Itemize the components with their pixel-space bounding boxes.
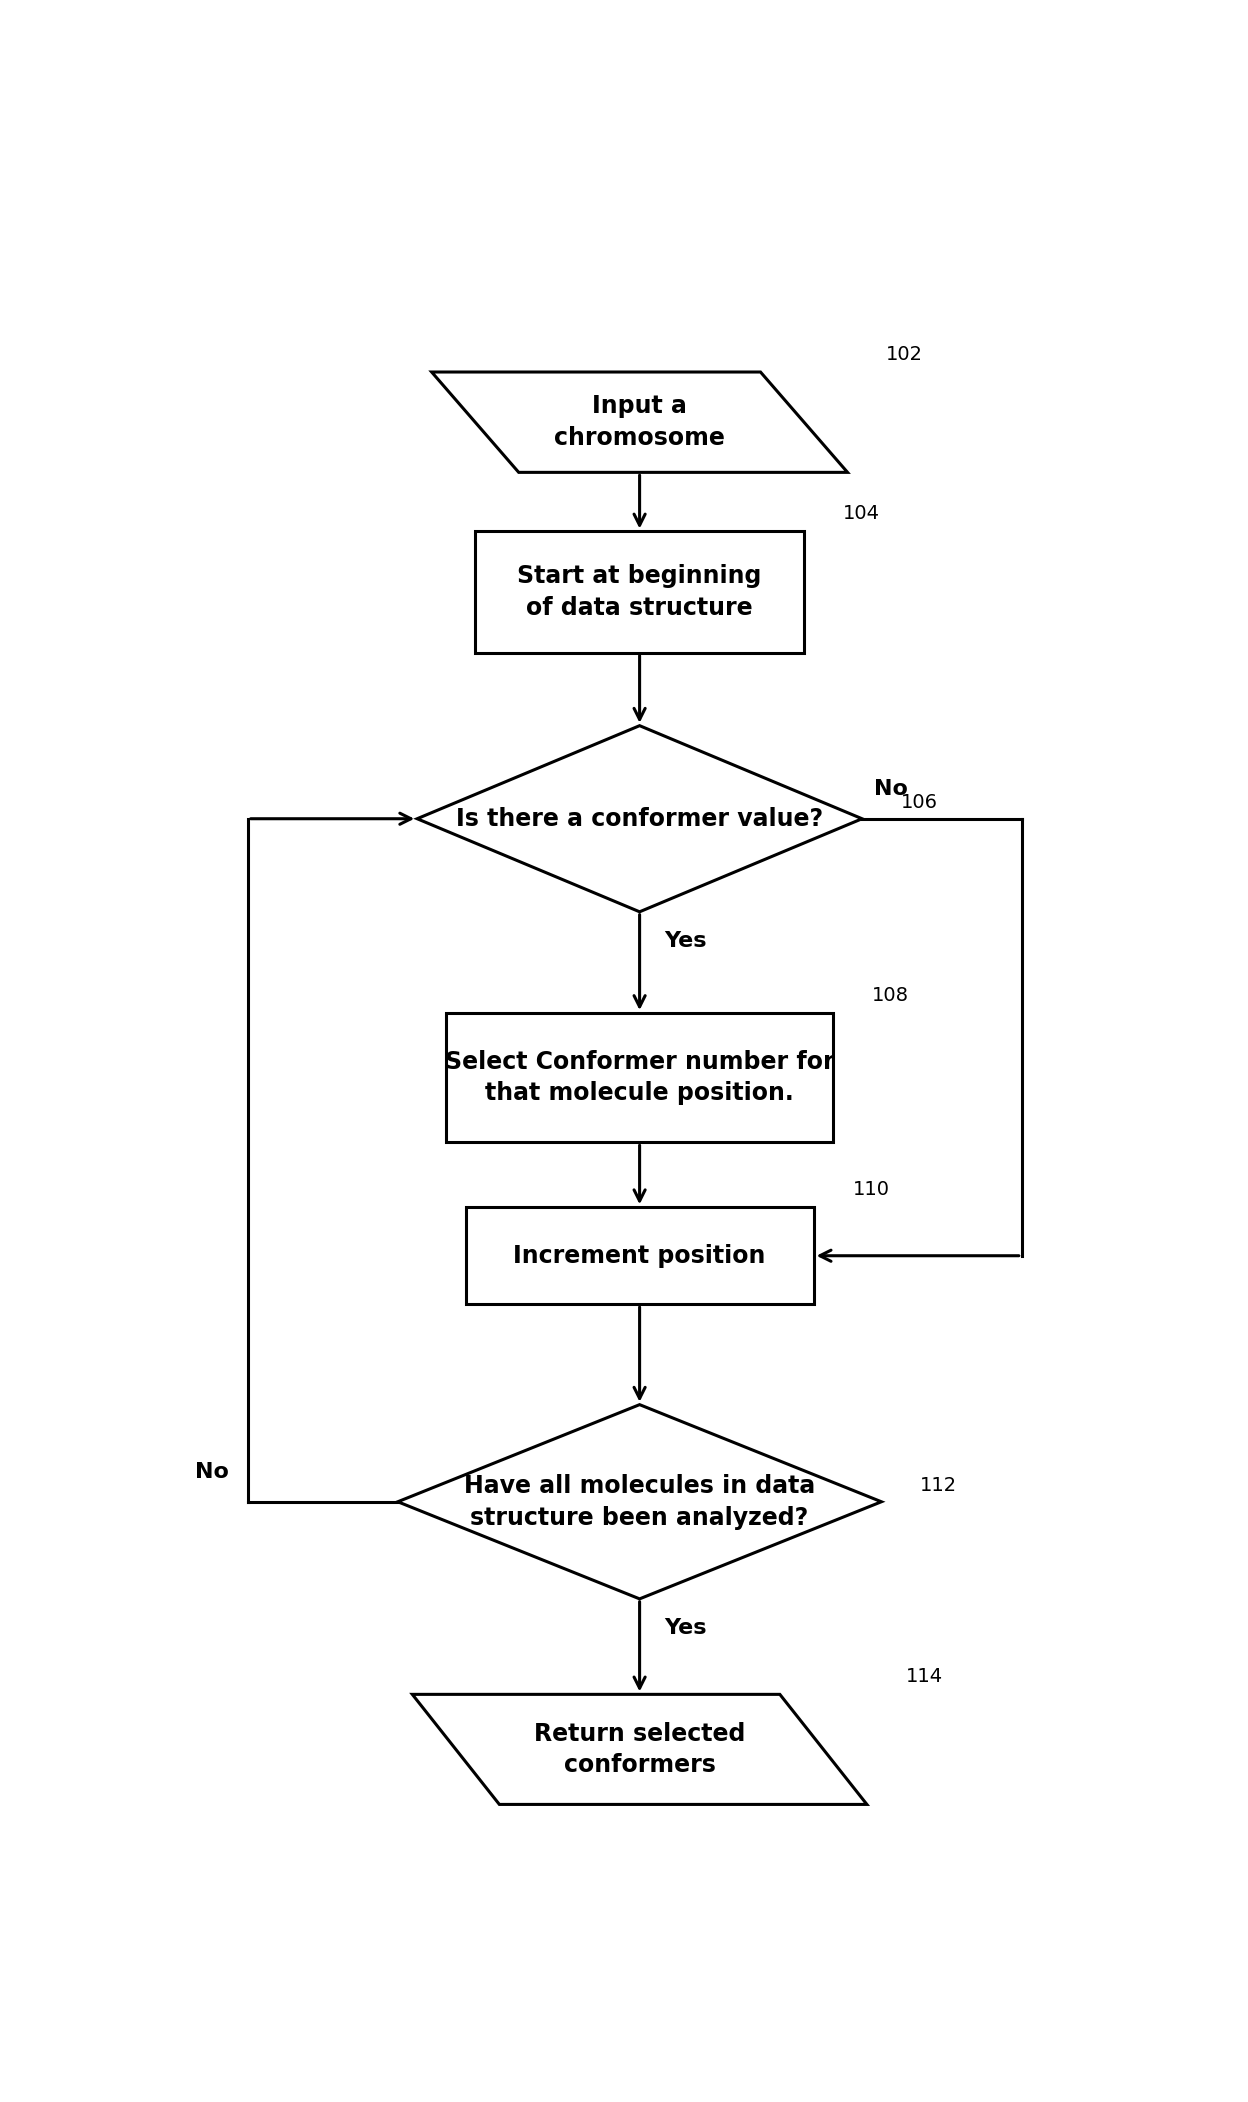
Text: Have all molecules in data
structure been analyzed?: Have all molecules in data structure bee… (464, 1474, 815, 1530)
Text: 102: 102 (886, 345, 924, 364)
Text: Return selected
conformers: Return selected conformers (534, 1722, 745, 1776)
Text: Increment position: Increment position (513, 1244, 766, 1268)
Polygon shape (417, 725, 862, 912)
Text: Start at beginning
of data structure: Start at beginning of data structure (518, 563, 761, 620)
Text: 104: 104 (842, 504, 880, 523)
Bar (475, 532, 804, 654)
Text: 108: 108 (871, 986, 909, 1005)
Text: Input a
chromosome: Input a chromosome (554, 395, 725, 450)
Text: 110: 110 (852, 1179, 890, 1198)
Text: Yes: Yes (664, 1619, 706, 1637)
Polygon shape (398, 1404, 881, 1600)
Polygon shape (412, 1694, 867, 1804)
Text: Is there a conformer value?: Is there a conformer value? (456, 807, 824, 830)
Text: No: No (195, 1463, 228, 1482)
Bar (466, 1207, 814, 1303)
Bar (447, 1013, 834, 1143)
Text: 114: 114 (906, 1667, 942, 1686)
Text: 112: 112 (920, 1476, 957, 1495)
Text: 106: 106 (901, 792, 937, 811)
Text: Select Conformer number for
that molecule position.: Select Conformer number for that molecul… (444, 1049, 835, 1106)
Text: No: No (874, 780, 907, 799)
Text: Yes: Yes (664, 931, 706, 952)
Polygon shape (432, 372, 847, 473)
